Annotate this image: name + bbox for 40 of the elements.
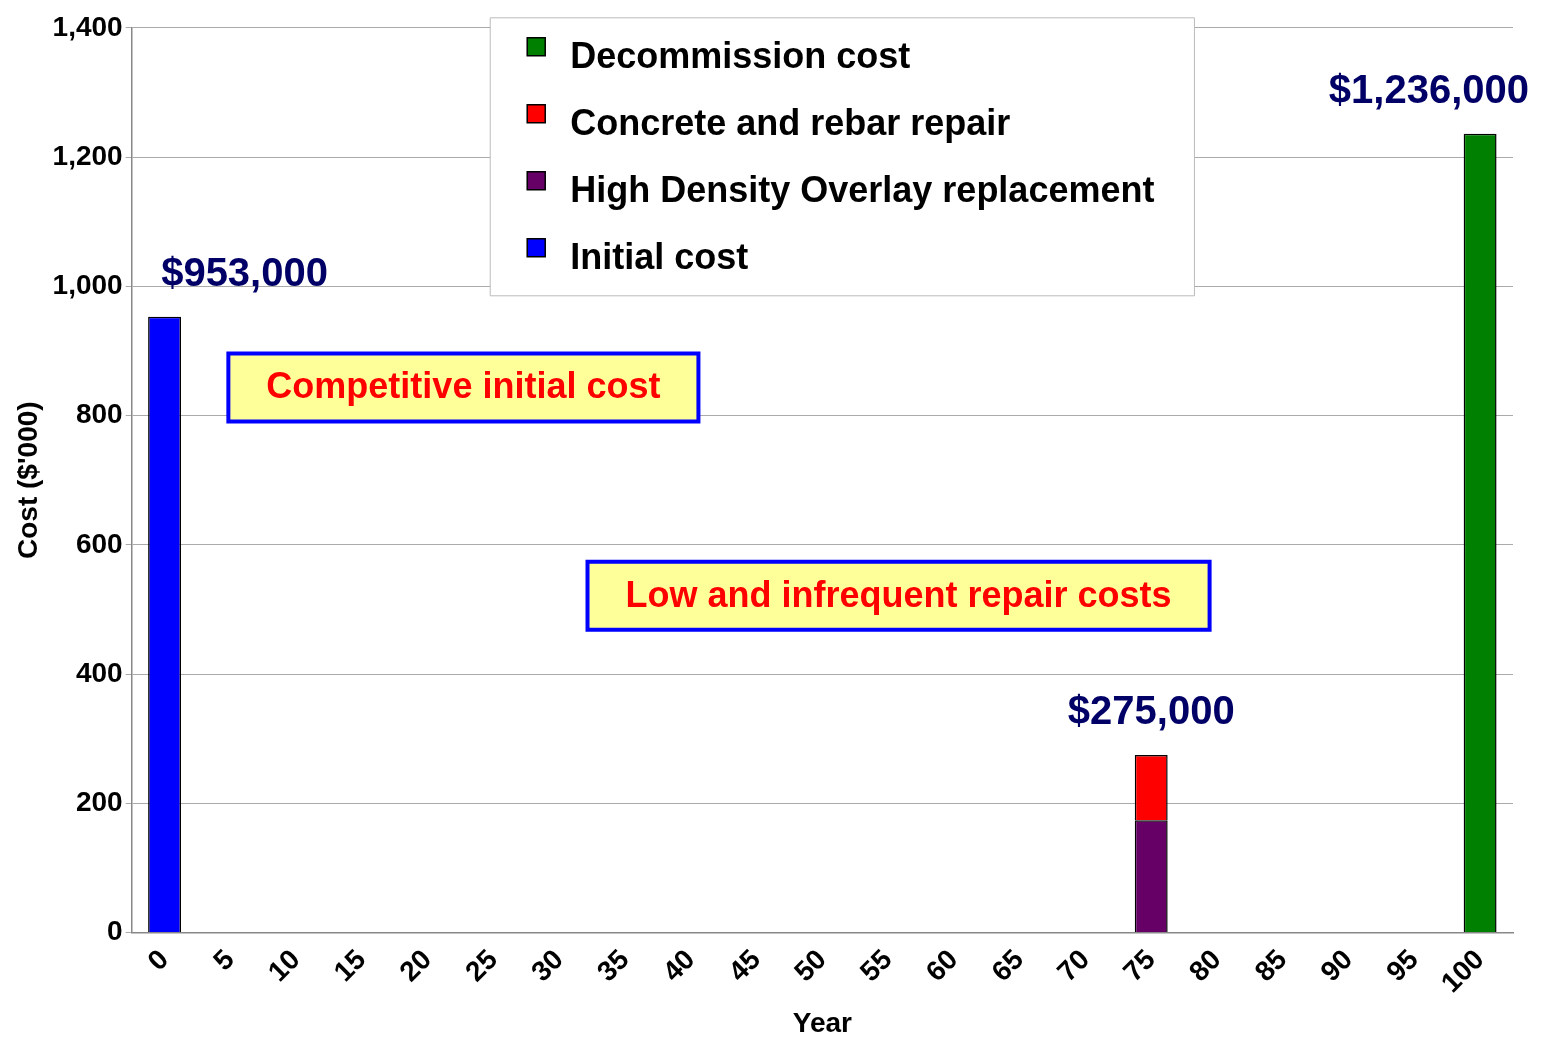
legend-label: Initial cost bbox=[570, 235, 749, 277]
x-tick-label: 70 bbox=[1051, 943, 1096, 988]
total-label: $275,000 bbox=[1067, 687, 1235, 732]
x-tick-label: 50 bbox=[788, 943, 833, 988]
y-tick-label: 0 bbox=[107, 915, 123, 947]
x-tick-label: 40 bbox=[656, 943, 701, 988]
y-tick-label: 200 bbox=[75, 786, 123, 818]
x-tick-label: 95 bbox=[1380, 943, 1425, 988]
x-tick-label: 5 bbox=[207, 943, 241, 977]
x-tick-label: 20 bbox=[393, 943, 438, 988]
x-tick-label: 65 bbox=[985, 943, 1030, 988]
legend-label: Concrete and rebar repair bbox=[570, 101, 1011, 143]
x-tick-label: 60 bbox=[919, 943, 964, 988]
x-tick-label: 100 bbox=[1434, 943, 1490, 999]
x-tick-label: 25 bbox=[459, 943, 504, 988]
total-label: $1,236,000 bbox=[1328, 66, 1529, 111]
x-tick-label: 80 bbox=[1182, 943, 1227, 988]
annotation: Competitive initial cost bbox=[266, 365, 661, 407]
x-tick-label: 30 bbox=[524, 943, 569, 988]
x-tick-label: 90 bbox=[1314, 943, 1359, 988]
x-tick-label: 0 bbox=[141, 943, 175, 977]
x-tick-label: 85 bbox=[1248, 943, 1293, 988]
y-tick-label: 1,200 bbox=[52, 139, 123, 171]
x-tick-label: 55 bbox=[853, 943, 898, 988]
y-axis-title: Cost ($'000) bbox=[11, 401, 43, 560]
x-tick-label: 45 bbox=[722, 943, 767, 988]
x-tick-label: 35 bbox=[590, 943, 635, 988]
x-tick-label: 75 bbox=[1116, 943, 1161, 988]
y-tick-label: 1,400 bbox=[52, 10, 123, 42]
y-tick-label: 400 bbox=[75, 656, 123, 688]
x-tick-label: 10 bbox=[261, 943, 306, 988]
total-label: $953,000 bbox=[161, 249, 328, 294]
y-tick-label: 800 bbox=[75, 398, 123, 430]
x-axis-title: Year bbox=[792, 1006, 853, 1038]
legend-label: High Density Overlay replacement bbox=[570, 168, 1155, 210]
annotation: Low and infrequent repair costs bbox=[625, 573, 1172, 615]
x-tick-label: 15 bbox=[327, 943, 372, 988]
legend-label: Decommission cost bbox=[570, 34, 911, 76]
y-tick-label: 600 bbox=[75, 527, 123, 559]
y-tick-label: 1,000 bbox=[52, 269, 123, 301]
